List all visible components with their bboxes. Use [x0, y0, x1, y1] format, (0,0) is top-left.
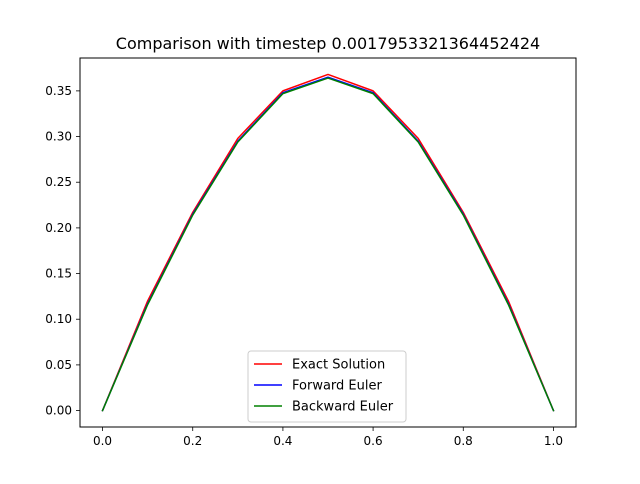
y-tick-label: 0.25: [45, 175, 72, 189]
legend-box: [247, 350, 407, 423]
y-tick-label: 0.00: [45, 404, 72, 418]
x-tick-label: 0.8: [454, 434, 473, 448]
legend-label-0: Exact Solution: [292, 358, 385, 373]
x-tick-label: 0.2: [183, 434, 202, 448]
y-tick-label: 0.30: [45, 130, 72, 144]
legend-label-2: Backward Euler: [292, 400, 394, 415]
y-tick-label: 0.10: [45, 312, 72, 326]
y-tick-label: 0.05: [45, 358, 72, 372]
series-line-0: [101, 73, 555, 412]
axes-frame: [79, 57, 577, 428]
x-tick-label: 0.6: [364, 434, 383, 448]
series-line-2: [101, 77, 555, 412]
chart-title: Comparison with timestep 0.0017953321364…: [116, 34, 540, 53]
y-tick-label: 0.35: [45, 84, 72, 98]
tick-layer: 0.0 0.2 0.4 0.6 0.8 1.0 0.00 0.05 0.10 0.15 0.20 0.…: [45, 84, 563, 448]
x-tick-label: 0.0: [93, 434, 112, 448]
plot-layer: [101, 73, 555, 412]
legend: Exact Solution Forward Euler Backward Eule…: [247, 350, 407, 423]
x-tick-label: 0.4: [273, 434, 292, 448]
y-tick-label: 0.15: [45, 267, 72, 281]
y-tick-label: 0.20: [45, 221, 72, 235]
legend-label-1: Forward Euler: [292, 379, 382, 394]
x-tick-label: 1.0: [544, 434, 563, 448]
